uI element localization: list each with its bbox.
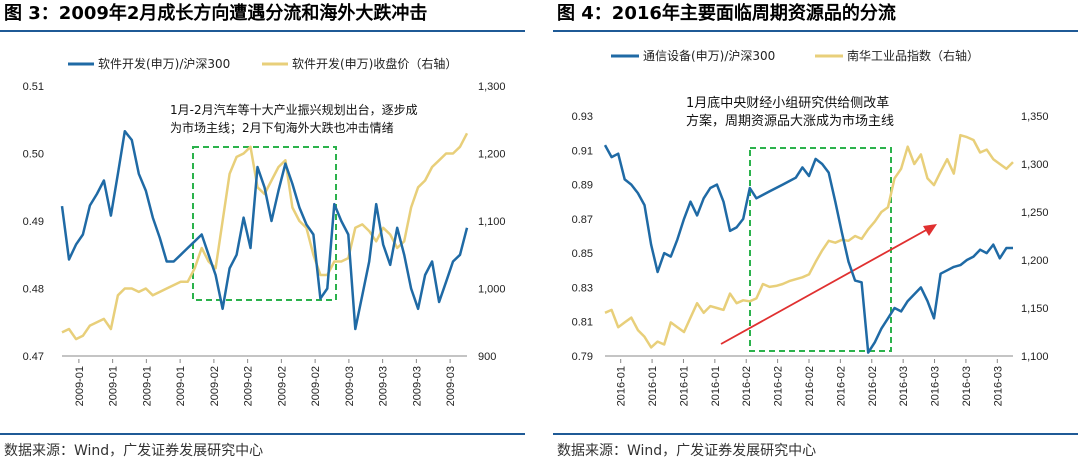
annotation-line-2: 方案，周期资源品大涨成为市场主线 [686,113,894,129]
y-right-tick-label: 1,100 [1021,351,1049,363]
figure-title: 图 3：2009年2月成长方向遭遇分流和海外大跌冲击 [4,3,428,24]
series-line-ratio [60,129,469,331]
x-tick-label: 2009-01 [108,366,120,406]
y-right-tick-label: 900 [478,351,496,363]
y-left-tick-label: 0.79 [572,351,593,363]
source-note: 数据来源：Wind，广发证券发展研究中心 [4,443,264,459]
x-tick-label: 2016-01 [678,366,690,406]
x-tick-label: 2009-02 [310,366,322,406]
x-tick-label: 2016-01 [647,366,659,406]
trend-arrow-line [720,228,929,345]
figure-title: 图 4：2016年主要面临周期资源品的分流 [557,3,896,24]
x-tick-label: 2009-02 [209,366,221,406]
title-divider [0,30,525,32]
source-note: 数据来源：Wind，广发证券发展研究中心 [557,443,817,459]
y-right-tick-label: 1,000 [478,284,506,296]
annotation-line-2: 为市场主线；2月下旬海外大跌也冲击情绪 [170,120,394,135]
chart-right: 通信设备(申万)/沪深300 南华工业品指数（右轴） 0.790.810.830… [572,48,1049,406]
legend-label-ratio: 通信设备(申万)/沪深300 [643,49,775,63]
y-left-tick-label: 0.50 [23,149,44,161]
title-divider [553,30,1078,32]
x-tick-label: 2009-03 [445,366,457,406]
x-tick-label: 2009-02 [276,366,288,406]
annotation-line-1: 1月底中央财经小组研究供给侧改革 [686,95,889,111]
x-tick-label: 2016-03 [898,366,910,406]
x-tick-label: 2009-03 [411,366,423,406]
x-tick-label: 2016-03 [961,366,973,406]
trend-arrow [720,224,937,345]
chart-legend: 软件开发(申万)/沪深300 软件开发(申万)收盘价（右轴） [68,56,457,71]
chart-left: 软件开发(申万)/沪深300 软件开发(申万)收盘价（右轴） 0.470.480… [23,56,506,406]
x-tick-label: 2009-03 [344,366,356,406]
legend-label-close: 软件开发(申万)收盘价（右轴） [292,56,457,71]
y-right-tick-label: 1,350 [1021,111,1049,123]
x-tick-label: 2016-02 [867,366,879,406]
x-tick-label: 2016-02 [773,366,785,406]
y-right-ticks: 1,100 1,150 1,200 1,250 1,300 1,350 [1021,111,1049,363]
series-group [603,133,1014,354]
series-line-price [61,132,469,341]
series-group [60,129,469,341]
series-line-price [604,133,1014,349]
x-tick-label: 2009-01 [141,366,153,406]
y-left-tick-label: 0.47 [23,351,44,363]
y-right-tick-label: 1,150 [1021,303,1049,315]
y-left-tick-label: 0.83 [572,282,593,294]
bottom-divider [0,433,525,435]
y-right-ticks: 900 1,000 1,100 1,200 1,300 [478,81,506,363]
axes: 0.47 0.48 0.49 0.50 0.51 900 1,000 1,100 1,200 1… [23,81,506,406]
y-left-tick-label: 0.91 [572,145,593,157]
axes: 0.790.810.830.850.870.890.910.93 1,1001,… [572,111,1049,406]
legend-label-index: 南华工业品指数（右轴） [847,48,979,63]
y-right-tick-label: 1,250 [1021,207,1049,219]
x-tick-label: 2016-03 [992,366,1004,406]
legend-label-ratio: 软件开发(申万)/沪深300 [98,56,230,71]
y-left-ticks: 0.47 0.48 0.49 0.50 0.51 [23,81,44,363]
y-left-tick-label: 0.85 [572,248,593,260]
y-right-tick-label: 1,300 [1021,159,1049,171]
y-left-tick-label: 0.81 [572,317,593,329]
y-left-tick-label: 0.48 [23,284,44,296]
y-left-tick-label: 0.89 [572,180,593,192]
x-tick-label: 2016-02 [804,366,816,406]
y-left-tick-label: 0.49 [23,216,44,228]
highlight-box [749,147,892,352]
y-left-tick-label: 0.51 [23,81,44,93]
x-tick-label: 2009-02 [243,366,255,406]
x-tick-label: 2009-01 [175,366,187,406]
bottom-divider [553,433,1078,435]
figure-right: 图 4：2016年主要面临周期资源品的分流 通信设备(申万)/沪深300 南华工… [553,0,1078,463]
highlight-box [192,146,337,301]
x-tick-label: 2016-02 [741,366,753,406]
y-right-tick-label: 1,200 [1021,255,1049,267]
x-tick-label: 2016-01 [616,366,628,406]
x-tick-label: 2016-01 [710,366,722,406]
y-left-tick-label: 0.93 [572,111,593,123]
x-ticks: 2009-01 2009-01 2009-01 2009-01 2009-02 2009-… [74,359,457,406]
annotation-line-1: 1月-2月汽车等十大产业振兴规划出台，逐步成 [170,102,418,117]
y-right-tick-label: 1,100 [478,216,506,228]
x-ticks: 2016-01 2016-01 2016-01 2016-01 2016-02 2016-… [616,359,1004,406]
figure-left: 图 3：2009年2月成长方向遭遇分流和海外大跌冲击 软件开发(申万)/沪深30… [0,0,525,463]
chart-legend: 通信设备(申万)/沪深300 南华工业品指数（右轴） [611,48,979,63]
y-right-tick-label: 1,200 [478,149,506,161]
x-tick-label: 2009-01 [74,366,86,406]
x-tick-label: 2016-02 [835,366,847,406]
y-right-tick-label: 1,300 [478,81,506,93]
y-left-ticks: 0.79 0.81 0.83 0.85 0.87 0.89 0.91 0.93 [572,111,593,363]
series-line-ratio [603,144,1013,354]
trend-arrow-head [923,224,937,236]
x-tick-label: 2009-03 [378,366,390,406]
x-tick-label: 2016-03 [930,366,942,406]
annotation: 1月-2月汽车等十大产业振兴规划出台，逐步成 为市场主线；2月下旬海外大跌也冲击… [170,102,418,135]
y-left-tick-label: 0.87 [572,214,593,226]
annotation: 1月底中央财经小组研究供给侧改革 方案，周期资源品大涨成为市场主线 [686,95,894,129]
